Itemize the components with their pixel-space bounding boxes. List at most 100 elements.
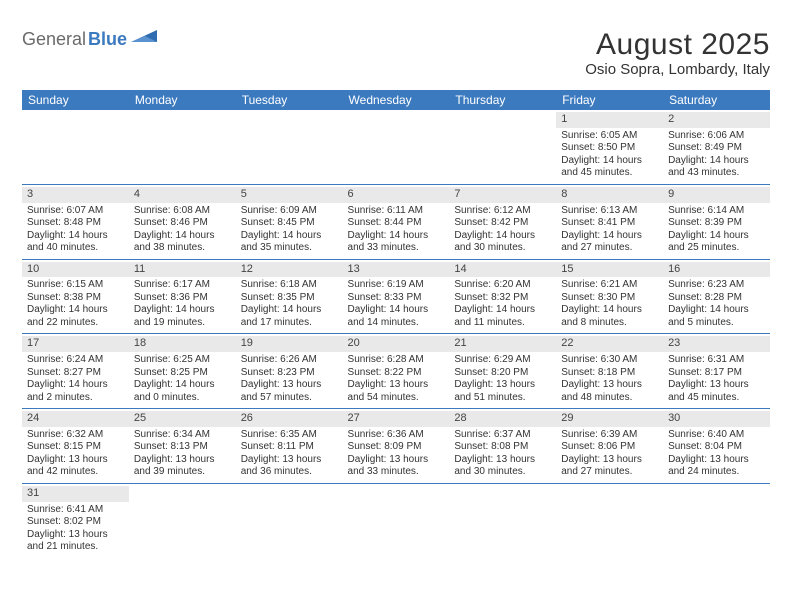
day-details: Sunrise: 6:41 AMSunset: 8:02 PMDaylight:…: [27, 504, 124, 554]
day-number: 27: [343, 411, 450, 427]
daylight-text: and 38 minutes.: [134, 242, 231, 255]
calendar-row: 24 Sunrise: 6:32 AMSunset: 8:15 PMDayligh…: [22, 409, 770, 484]
calendar-cell: 23Sunrise: 6:31 AMSunset: 8:17 PMDayligh…: [663, 334, 770, 409]
daylight-text: Daylight: 14 hours: [668, 155, 765, 168]
daylight-text: Daylight: 14 hours: [27, 379, 124, 392]
sunrise-text: Sunrise: 6:12 AM: [454, 205, 551, 218]
day-number: 19: [236, 336, 343, 352]
day-number: 31: [22, 486, 129, 502]
day-number: 29: [556, 411, 663, 427]
calendar-cell: 3Sunrise: 6:07 AMSunset: 8:48 PMDaylight…: [22, 184, 129, 259]
calendar-cell: 21Sunrise: 6:29 AMSunset: 8:20 PMDayligh…: [449, 334, 556, 409]
sunrise-text: Sunrise: 6:36 AM: [348, 429, 445, 442]
day-number: [449, 112, 556, 128]
sunrise-text: Sunrise: 6:24 AM: [27, 354, 124, 367]
calendar-cell: 31 Sunrise: 6:41 AMSunset: 8:02 PMDayligh…: [22, 483, 129, 557]
sunset-text: Sunset: 8:15 PM: [27, 441, 124, 454]
day-details: Sunrise: 6:26 AMSunset: 8:23 PMDaylight:…: [241, 354, 338, 404]
daylight-text: and 2 minutes.: [27, 392, 124, 405]
day-number: 11: [129, 262, 236, 278]
header: GeneralBlue August 2025 Osio Sopra, Lomb…: [22, 28, 770, 78]
calendar-cell: [449, 483, 556, 557]
calendar-cell: [129, 110, 236, 184]
day-details: Sunrise: 6:20 AMSunset: 8:32 PMDaylight:…: [454, 279, 551, 329]
sunrise-text: Sunrise: 6:28 AM: [348, 354, 445, 367]
calendar-cell: 30Sunrise: 6:40 AMSunset: 8:04 PMDayligh…: [663, 409, 770, 484]
daylight-text: and 27 minutes.: [561, 242, 658, 255]
day-number: 3: [22, 187, 129, 203]
day-details: Sunrise: 6:11 AMSunset: 8:44 PMDaylight:…: [348, 205, 445, 255]
day-number: 30: [663, 411, 770, 427]
day-details: Sunrise: 6:25 AMSunset: 8:25 PMDaylight:…: [134, 354, 231, 404]
day-number: 28: [449, 411, 556, 427]
calendar-cell: [449, 110, 556, 184]
sunrise-text: Sunrise: 6:09 AM: [241, 205, 338, 218]
day-number: [22, 112, 129, 128]
daylight-text: Daylight: 14 hours: [561, 304, 658, 317]
calendar-cell: 13Sunrise: 6:19 AMSunset: 8:33 PMDayligh…: [343, 259, 450, 334]
sunset-text: Sunset: 8:09 PM: [348, 441, 445, 454]
calendar-cell: 10Sunrise: 6:15 AMSunset: 8:38 PMDayligh…: [22, 259, 129, 334]
sunrise-text: Sunrise: 6:06 AM: [668, 130, 765, 143]
day-number: 26: [236, 411, 343, 427]
calendar-table: SundayMondayTuesdayWednesdayThursdayFrid…: [22, 90, 770, 558]
day-number: 24: [22, 411, 129, 427]
daylight-text: and 35 minutes.: [241, 242, 338, 255]
calendar-cell: 20Sunrise: 6:28 AMSunset: 8:22 PMDayligh…: [343, 334, 450, 409]
sunset-text: Sunset: 8:02 PM: [27, 516, 124, 529]
sunset-text: Sunset: 8:50 PM: [561, 142, 658, 155]
weekday-header: Friday: [556, 90, 663, 110]
weekday-header: Monday: [129, 90, 236, 110]
location: Osio Sopra, Lombardy, Italy: [585, 61, 770, 78]
daylight-text: Daylight: 14 hours: [241, 304, 338, 317]
daylight-text: Daylight: 14 hours: [668, 304, 765, 317]
day-number: 6: [343, 187, 450, 203]
sunset-text: Sunset: 8:25 PM: [134, 367, 231, 380]
day-number: [449, 486, 556, 502]
daylight-text: and 45 minutes.: [561, 167, 658, 180]
day-number: 2: [663, 112, 770, 128]
sunset-text: Sunset: 8:11 PM: [241, 441, 338, 454]
day-details: Sunrise: 6:12 AMSunset: 8:42 PMDaylight:…: [454, 205, 551, 255]
daylight-text: Daylight: 14 hours: [561, 155, 658, 168]
daylight-text: and 43 minutes.: [668, 167, 765, 180]
day-details: Sunrise: 6:39 AMSunset: 8:06 PMDaylight:…: [561, 429, 658, 479]
day-number: 13: [343, 262, 450, 278]
day-details: Sunrise: 6:13 AMSunset: 8:41 PMDaylight:…: [561, 205, 658, 255]
sunrise-text: Sunrise: 6:20 AM: [454, 279, 551, 292]
weekday-header: Tuesday: [236, 90, 343, 110]
calendar-cell: 25Sunrise: 6:34 AMSunset: 8:13 PMDayligh…: [129, 409, 236, 484]
sunset-text: Sunset: 8:38 PM: [27, 292, 124, 305]
daylight-text: Daylight: 14 hours: [134, 230, 231, 243]
calendar-row: 31 Sunrise: 6:41 AMSunset: 8:02 PMDayligh…: [22, 483, 770, 557]
daylight-text: and 19 minutes.: [134, 317, 231, 330]
sunset-text: Sunset: 8:32 PM: [454, 292, 551, 305]
daylight-text: and 45 minutes.: [668, 392, 765, 405]
day-number: 20: [343, 336, 450, 352]
day-number: 1: [556, 112, 663, 128]
day-details: Sunrise: 6:31 AMSunset: 8:17 PMDaylight:…: [668, 354, 765, 404]
daylight-text: Daylight: 14 hours: [348, 304, 445, 317]
sunset-text: Sunset: 8:33 PM: [348, 292, 445, 305]
day-number: 8: [556, 187, 663, 203]
daylight-text: and 57 minutes.: [241, 392, 338, 405]
daylight-text: and 30 minutes.: [454, 466, 551, 479]
sunrise-text: Sunrise: 6:41 AM: [27, 504, 124, 517]
calendar-cell: 22Sunrise: 6:30 AMSunset: 8:18 PMDayligh…: [556, 334, 663, 409]
sunrise-text: Sunrise: 6:32 AM: [27, 429, 124, 442]
daylight-text: and 27 minutes.: [561, 466, 658, 479]
daylight-text: and 22 minutes.: [27, 317, 124, 330]
calendar-cell: 9Sunrise: 6:14 AMSunset: 8:39 PMDaylight…: [663, 184, 770, 259]
sunset-text: Sunset: 8:48 PM: [27, 217, 124, 230]
calendar-row: 3Sunrise: 6:07 AMSunset: 8:48 PMDaylight…: [22, 184, 770, 259]
daylight-text: Daylight: 13 hours: [27, 454, 124, 467]
sunset-text: Sunset: 8:28 PM: [668, 292, 765, 305]
day-number: 22: [556, 336, 663, 352]
logo-text-general: General: [22, 29, 86, 50]
day-number: 21: [449, 336, 556, 352]
calendar-cell: 6 Sunrise: 6:11 AMSunset: 8:44 PMDaylight…: [343, 184, 450, 259]
daylight-text: Daylight: 14 hours: [454, 230, 551, 243]
weekday-header: Wednesday: [343, 90, 450, 110]
day-number: [343, 112, 450, 128]
day-details: Sunrise: 6:24 AMSunset: 8:27 PMDaylight:…: [27, 354, 124, 404]
